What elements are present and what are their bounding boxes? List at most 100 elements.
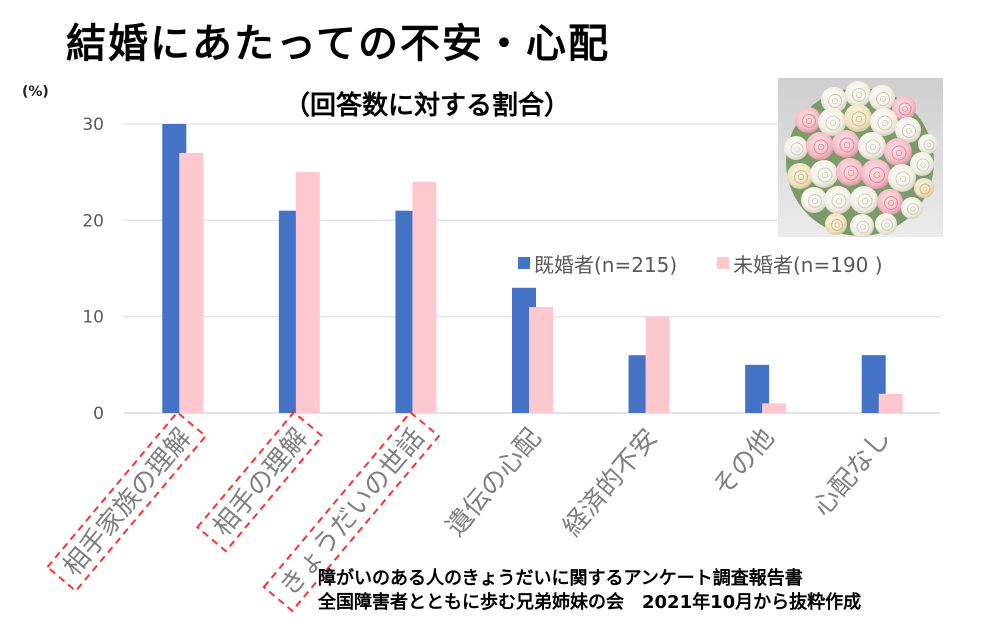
rose-center bbox=[905, 128, 912, 135]
rose-petal-ring bbox=[794, 170, 808, 184]
rose-center bbox=[817, 143, 825, 151]
rose-center bbox=[888, 200, 895, 207]
rose bbox=[884, 138, 912, 166]
rose-center bbox=[855, 115, 863, 123]
rose-petal-ring bbox=[813, 139, 829, 155]
rose-petal-ring bbox=[877, 115, 893, 131]
rose bbox=[845, 81, 871, 107]
rose bbox=[877, 189, 903, 215]
legend-label-married: 既婚者(n=215) bbox=[534, 252, 678, 277]
category-label: その他 bbox=[707, 423, 780, 502]
rose-petal-ring bbox=[884, 196, 898, 210]
bar-series-2-category-6 bbox=[762, 403, 787, 413]
legend-swatch-married bbox=[518, 257, 530, 269]
source-line-1: 障がいのある人のきょうだいに関するアンケート調査報告書 bbox=[318, 568, 803, 589]
rose-petal-ring bbox=[857, 193, 873, 209]
rose-center bbox=[834, 222, 840, 228]
rose bbox=[801, 187, 827, 213]
rose bbox=[918, 134, 938, 154]
rose bbox=[832, 130, 860, 158]
rose-center bbox=[920, 162, 926, 168]
rose-petal-ring bbox=[876, 92, 890, 106]
rose-center bbox=[843, 141, 851, 149]
bar-series-2-category-1 bbox=[179, 152, 204, 413]
rose-center bbox=[910, 206, 916, 212]
rose-center bbox=[869, 143, 877, 151]
bar-series-2-category-7 bbox=[878, 393, 903, 413]
category-label-group: 相手の理解 bbox=[195, 410, 324, 553]
category-label-group: その他 bbox=[707, 423, 780, 502]
category-label-group: 遺伝の心配 bbox=[441, 423, 548, 542]
rose bbox=[824, 186, 852, 214]
legend-label-unmarried: 未婚者(n=190 ) bbox=[733, 252, 883, 277]
rose-petal-ring bbox=[923, 139, 935, 151]
rose bbox=[806, 132, 834, 160]
rose-petal-ring bbox=[802, 114, 816, 128]
rose bbox=[910, 152, 934, 176]
rose-center bbox=[860, 224, 866, 230]
rose bbox=[850, 214, 874, 237]
rose bbox=[810, 160, 838, 188]
rose-center bbox=[794, 146, 800, 152]
rose-center bbox=[856, 91, 863, 98]
rose bbox=[861, 159, 891, 189]
chart-title: 結婚にあたっての不安・心配 bbox=[66, 21, 610, 67]
rose-petal-ring bbox=[851, 111, 867, 127]
rose-center bbox=[847, 169, 855, 177]
rose-petal-ring bbox=[808, 194, 822, 208]
y-axis-unit-label: (%) bbox=[22, 84, 49, 100]
highlight-box bbox=[46, 410, 208, 593]
rose bbox=[914, 178, 934, 198]
rose-center bbox=[821, 171, 829, 179]
legend-item-married: 既婚者(n=215) bbox=[518, 250, 678, 277]
legend-item-unmarried: 未婚者(n=190 ) bbox=[717, 250, 883, 277]
rose bbox=[836, 158, 864, 186]
y-tick-label: 10 bbox=[82, 308, 104, 328]
rose-center bbox=[835, 197, 843, 205]
rose bbox=[844, 104, 872, 132]
category-label-group: 心配なし bbox=[807, 423, 897, 522]
rose-center bbox=[926, 142, 932, 148]
rose-center bbox=[861, 197, 869, 205]
y-tick-label: 30 bbox=[82, 115, 104, 135]
bouquet-illustration bbox=[778, 78, 943, 237]
rose-center bbox=[881, 119, 889, 127]
rose-center bbox=[895, 149, 903, 157]
category-label: 相手家族の理解 bbox=[58, 423, 198, 582]
y-tick-label: 0 bbox=[93, 404, 104, 424]
bar-series-2-category-3 bbox=[412, 181, 437, 413]
highlight-box bbox=[262, 410, 441, 613]
rose bbox=[892, 96, 916, 120]
rose-center bbox=[880, 95, 887, 102]
rose-petal-ring bbox=[839, 137, 855, 153]
rose-petal-ring bbox=[919, 183, 931, 195]
rose-center bbox=[902, 106, 908, 112]
rose-petal-ring bbox=[916, 158, 930, 172]
rose-petal-ring bbox=[852, 88, 866, 102]
rose bbox=[901, 197, 923, 219]
category-label-group: 経済的不安 bbox=[557, 423, 664, 542]
rose-petal-ring bbox=[869, 167, 885, 183]
rose-center bbox=[832, 97, 839, 104]
rose bbox=[818, 108, 846, 136]
rose-petal-ring bbox=[907, 203, 919, 215]
category-label-group: 相手家族の理解 bbox=[46, 410, 208, 593]
rose-petal-ring bbox=[825, 115, 841, 131]
rose bbox=[895, 117, 921, 143]
rose-center bbox=[797, 174, 804, 181]
rose-petal-ring bbox=[831, 219, 843, 231]
rose-center bbox=[884, 222, 890, 228]
rose bbox=[870, 108, 898, 136]
rose-bouquet-photo bbox=[778, 78, 943, 237]
rose-petal-ring bbox=[891, 145, 907, 161]
rose bbox=[821, 87, 847, 113]
bar-series-2-category-5 bbox=[645, 316, 670, 413]
category-label: 心配なし bbox=[807, 423, 897, 522]
rose-center bbox=[812, 198, 819, 205]
series-2-bars bbox=[179, 152, 903, 413]
y-tick-label: 20 bbox=[82, 211, 104, 231]
rose bbox=[825, 213, 847, 235]
rose bbox=[858, 132, 886, 160]
chart-subtitle: （回答数に対する割合） bbox=[284, 91, 571, 121]
